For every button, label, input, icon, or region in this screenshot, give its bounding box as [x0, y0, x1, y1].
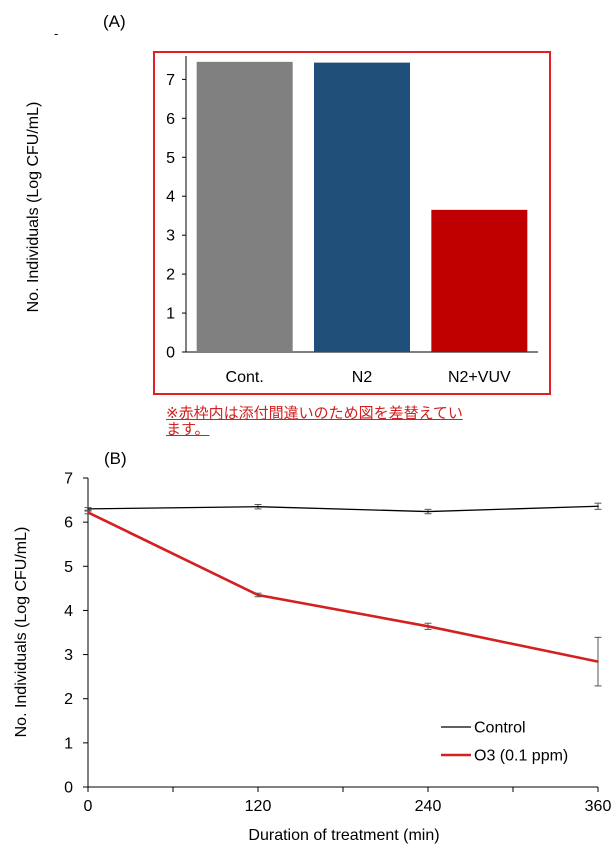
chart-a-y-tick-label: 5	[166, 150, 175, 167]
panel-b-label: (B)	[104, 449, 127, 468]
chart-b-x-tick-label: 360	[585, 798, 612, 815]
chart-b-x-axis-label: Duration of treatment (min)	[248, 827, 439, 844]
chart-b-point-o3	[427, 625, 429, 628]
chart-b-point-o3	[257, 594, 259, 596]
chart-b-y-tick-label: 0	[64, 780, 73, 797]
chart-b-y-tick-label: 1	[64, 735, 73, 752]
chart-b-y-tick-label: 3	[64, 647, 73, 664]
chart-b-point-control	[87, 508, 89, 510]
stray-mark: -	[54, 26, 58, 41]
chart-b-y-tick-label: 7	[64, 471, 73, 488]
chart-b-series-line-control	[87, 505, 599, 513]
chart-b-point-control	[597, 505, 599, 508]
chart-b-x-tick-label: 0	[84, 798, 93, 815]
chart-a-y-tick-label: 4	[166, 189, 175, 206]
chart-a-x-tick-label: Cont.	[226, 369, 264, 386]
chart-b-point-o3	[597, 660, 599, 663]
chart-b-x-tick-label: 240	[415, 798, 442, 815]
chart-a-y-tick-label: 3	[166, 228, 175, 245]
chart-a-y-tick-label: 1	[166, 306, 175, 323]
chart-a-y-tick-label: 7	[166, 72, 175, 89]
chart-a-y-tick-label: 6	[166, 111, 175, 128]
replacement-frame	[153, 51, 551, 395]
chart-a-bar	[196, 61, 293, 353]
chart-b-x-tick-label: 120	[245, 798, 272, 815]
chart-b-series-line-o3	[87, 511, 599, 663]
chart-b-point-control	[257, 505, 259, 508]
chart-b-y-tick-label: 6	[64, 515, 73, 532]
bar-chart-a: 0 1 2 3 4 5 6 7 Cont. N2 N2+VUV	[166, 56, 538, 386]
chart-b-y-tick-label: 4	[64, 603, 73, 620]
chart-b-point-o3	[87, 511, 89, 514]
chart-a-y-axis-label: No. Individuals (Log CFU/mL)	[25, 102, 42, 313]
replacement-note: ※赤枠内は添付間違いのため図を差替えています。	[166, 404, 463, 438]
chart-a-x-tick-label: N2+VUV	[448, 369, 511, 386]
chart-a-y-tick-label: 2	[166, 267, 175, 284]
chart-b-point-control	[427, 510, 429, 513]
line-chart-b: 0 1 2 3 4 5 6 7 0 120 240 360 Control O3 (0.1 ppm)	[64, 471, 611, 816]
chart-a-x-tick-label: N2	[352, 369, 373, 386]
chart-b-y-tick-label: 5	[64, 559, 73, 576]
chart-b-legend-label-o3: O3 (0.1 ppm)	[474, 748, 568, 765]
chart-b-y-axis-label: No. Individuals (Log CFU/mL)	[13, 527, 30, 738]
chart-a-bar	[431, 209, 528, 352]
chart-b-legend-label-control: Control	[474, 720, 526, 737]
chart-a-y-tick-label: 0	[166, 345, 175, 362]
panel-a-label: (A)	[103, 12, 126, 31]
chart-b-y-tick-label: 2	[64, 691, 73, 708]
chart-a-bar	[314, 62, 410, 352]
